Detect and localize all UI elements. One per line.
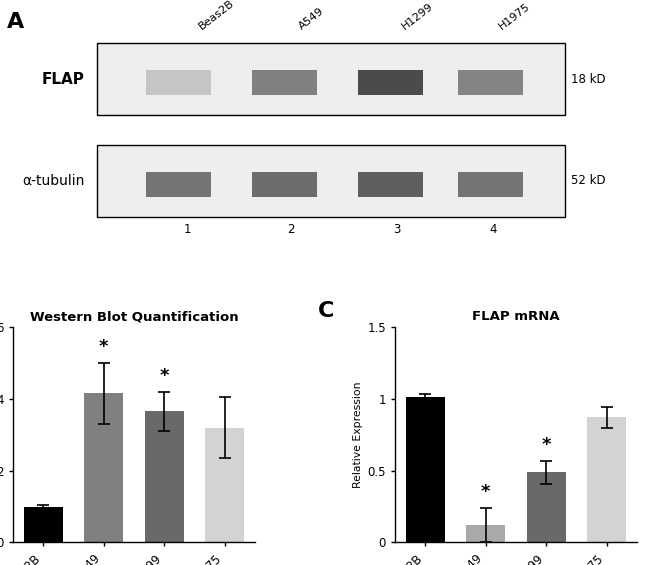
Text: H1299: H1299 bbox=[400, 1, 435, 32]
Bar bbox=[252, 70, 317, 95]
Text: 3: 3 bbox=[393, 223, 400, 236]
Bar bbox=[205, 428, 244, 542]
Text: 1: 1 bbox=[184, 223, 192, 236]
Bar bbox=[526, 472, 566, 542]
Bar bbox=[146, 172, 211, 197]
Bar bbox=[144, 411, 184, 542]
Text: C: C bbox=[318, 301, 334, 321]
Bar bbox=[252, 172, 317, 197]
Text: A549: A549 bbox=[297, 6, 326, 32]
Text: A: A bbox=[6, 12, 24, 32]
Bar bbox=[358, 70, 423, 95]
Text: 18 kD: 18 kD bbox=[571, 73, 606, 86]
Text: *: * bbox=[541, 436, 551, 454]
Bar bbox=[358, 172, 423, 197]
Text: α-tubulin: α-tubulin bbox=[22, 174, 84, 188]
Text: 4: 4 bbox=[489, 223, 497, 236]
Text: Beas2B: Beas2B bbox=[197, 0, 236, 32]
Text: H1975: H1975 bbox=[497, 1, 532, 32]
Bar bbox=[98, 43, 566, 115]
Text: 2: 2 bbox=[287, 223, 294, 236]
Title: FLAP mRNA: FLAP mRNA bbox=[473, 310, 560, 323]
Text: *: * bbox=[159, 367, 169, 385]
Bar bbox=[406, 397, 445, 542]
Bar bbox=[23, 506, 63, 542]
Text: *: * bbox=[99, 338, 109, 357]
Bar bbox=[98, 145, 566, 217]
Bar bbox=[587, 418, 627, 542]
Bar bbox=[84, 393, 124, 542]
Text: 52 kD: 52 kD bbox=[571, 175, 606, 188]
Y-axis label: Relative Expression: Relative Expression bbox=[354, 381, 363, 488]
Bar bbox=[466, 525, 506, 542]
Text: *: * bbox=[481, 484, 491, 502]
Bar bbox=[458, 172, 523, 197]
Bar bbox=[458, 70, 523, 95]
Text: FLAP: FLAP bbox=[42, 72, 84, 86]
Title: Western Blot Quantification: Western Blot Quantification bbox=[30, 310, 239, 323]
Bar bbox=[146, 70, 211, 95]
